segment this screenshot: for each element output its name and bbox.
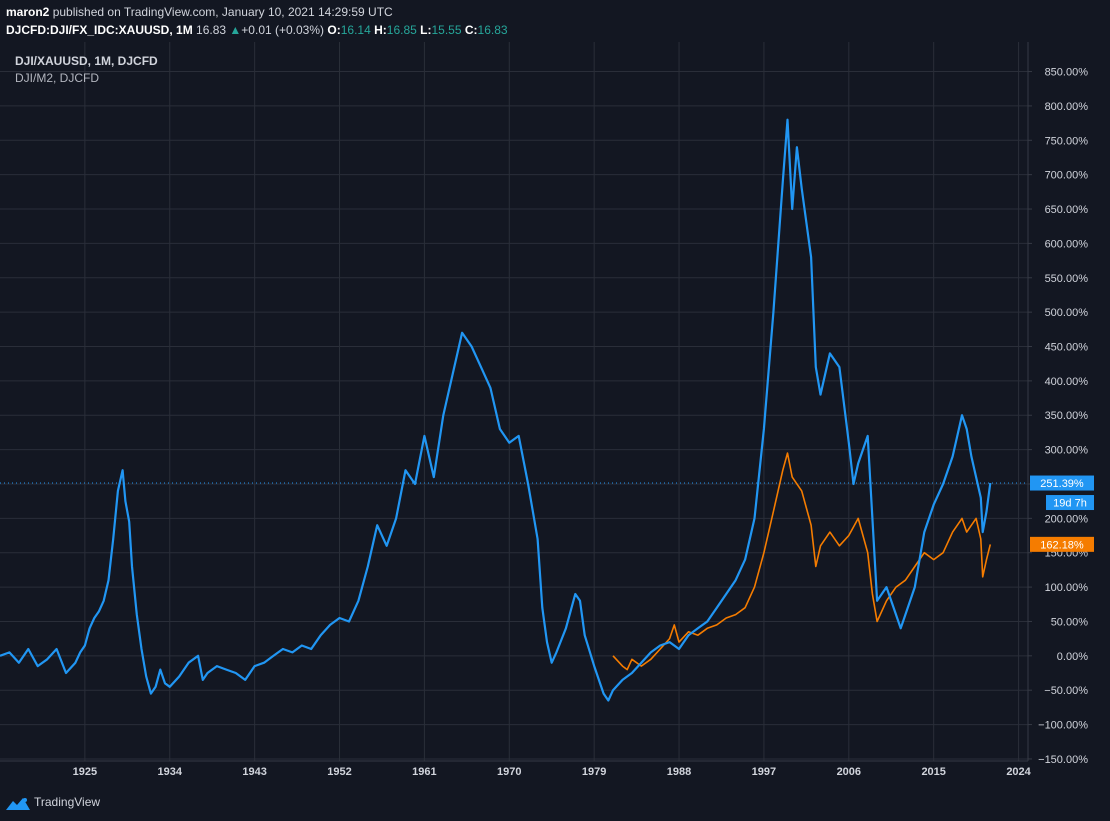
compare-price-tag	[1030, 536, 1094, 552]
price-tags: 251.39% 19d 7h 162.18%	[1030, 475, 1094, 552]
high-value: 16.85	[386, 23, 417, 37]
price-change: +0.01 (+0.03%)	[241, 23, 325, 37]
y-tick-label: 50.00%	[1051, 616, 1089, 628]
y-tick-label: 450.00%	[1045, 342, 1089, 354]
y-tick-label: −100.00%	[1038, 720, 1088, 732]
x-tick-label: 1943	[242, 766, 266, 778]
tradingview-logo-icon[interactable]	[6, 796, 30, 810]
close-label: C:	[464, 23, 478, 37]
y-tick-label: 700.00%	[1045, 170, 1089, 182]
y-tick-label: 550.00%	[1045, 273, 1089, 285]
y-tick-label: 750.00%	[1045, 135, 1089, 147]
compare-price-tag-value: 162.18%	[1040, 539, 1084, 551]
x-tick-label: 2006	[837, 766, 861, 778]
y-tick-label: 800.00%	[1045, 101, 1089, 113]
chart-grid	[0, 42, 1028, 761]
y-tick-label: 500.00%	[1045, 307, 1089, 319]
x-tick-label: 1979	[582, 766, 606, 778]
tradingview-brand[interactable]: TradingView	[34, 795, 101, 809]
chart-series	[0, 118, 992, 702]
x-tick-label: 1925	[73, 766, 97, 778]
chart-canvas[interactable]: 850.00% 800.00% 750.00% 700.00% 650.00% 600.0…	[0, 42, 1110, 786]
chart-header: maron2 published on TradingView.com, Jan…	[0, 0, 1110, 42]
x-tick-label: 2024	[1006, 766, 1031, 778]
countdown-tag-value: 19d 7h	[1053, 498, 1087, 510]
y-tick-label: 0.00%	[1057, 651, 1088, 663]
high-label: H:	[374, 23, 387, 37]
low-value: 15.55	[431, 23, 462, 37]
y-tick-label: 300.00%	[1045, 445, 1089, 457]
y-tick-label: 200.00%	[1045, 513, 1089, 525]
time-axis[interactable]: 1925 1934 1943 1952 1961 1970 1979 1988 1997 2006…	[73, 766, 1032, 778]
x-tick-label: 2015	[921, 766, 945, 778]
main-price-tag-value: 251.39%	[1040, 478, 1084, 490]
y-tick-label: −150.00%	[1038, 754, 1088, 766]
chart-background	[0, 42, 1110, 786]
x-tick-label: 1961	[412, 766, 436, 778]
footer	[0, 786, 1110, 821]
main-series-line	[0, 118, 992, 702]
x-tick-label: 1970	[497, 766, 521, 778]
published-text: published on TradingView.com, January 10…	[52, 5, 393, 19]
y-tick-label: 600.00%	[1045, 238, 1089, 250]
x-tick-label: 1988	[667, 766, 691, 778]
y-tick-label: 400.00%	[1045, 376, 1089, 388]
open-value: 16.14	[340, 23, 371, 37]
countdown-tag	[1046, 495, 1094, 511]
author-name[interactable]: maron2	[6, 5, 50, 19]
x-tick-label: 1934	[158, 766, 183, 778]
last-price: 16.83	[196, 23, 227, 37]
y-tick-label: 850.00%	[1045, 67, 1089, 79]
x-tick-label: 1952	[327, 766, 351, 778]
compare-series-legend[interactable]: DJI/M2, DJCFD	[15, 71, 99, 85]
x-tick-label: 1997	[752, 766, 776, 778]
compare-series-line	[612, 452, 992, 671]
main-price-tag	[1030, 475, 1094, 491]
close-value: 16.83	[477, 23, 508, 37]
main-series-legend[interactable]: DJI/XAUUSD, 1M, DJCFD	[15, 54, 158, 68]
symbol-label[interactable]: DJCFD:DJI/FX_IDC:XAUUSD, 1M	[6, 23, 193, 37]
low-label: L:	[420, 23, 432, 37]
change-arrow-icon: ▲	[229, 23, 242, 37]
price-axis[interactable]: 850.00% 800.00% 750.00% 700.00% 650.00% 600.0…	[1028, 67, 1088, 766]
y-tick-label: −50.00%	[1044, 685, 1088, 697]
y-tick-label: 650.00%	[1045, 204, 1089, 216]
symbol-info: DJCFD:DJI/FX_IDC:XAUUSD, 1M 16.83 ▲+0.01…	[6, 23, 508, 37]
y-tick-label: 100.00%	[1045, 582, 1089, 594]
publish-info: maron2 published on TradingView.com, Jan…	[6, 5, 393, 19]
y-tick-label: 350.00%	[1045, 410, 1089, 422]
open-label: O:	[327, 23, 341, 37]
